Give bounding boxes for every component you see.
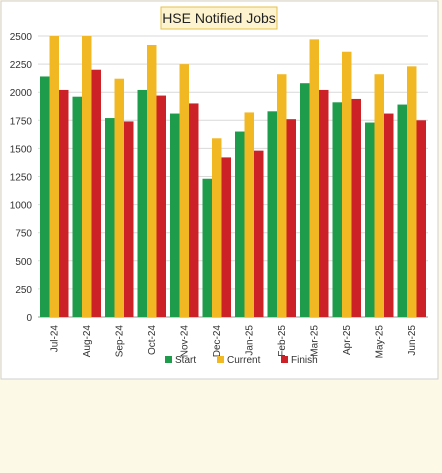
legend-label-start: Start	[175, 355, 196, 366]
legend-swatch-finish	[281, 356, 288, 363]
bar-current-dec-24	[212, 138, 222, 317]
bar-start-apr-25	[332, 102, 342, 317]
bar-current-feb-25	[277, 74, 287, 317]
bar-current-jul-24	[49, 36, 59, 317]
y-tick-label: 1750	[10, 116, 33, 127]
y-tick-label: 500	[15, 257, 32, 268]
y-axis-ticks: 0 250 500 750 1000 1250 1500 1750 2000 2250 2500	[10, 32, 33, 324]
y-tick-label: 250	[15, 285, 32, 296]
bar-finish-jul-24	[59, 89, 69, 318]
bar-finish-feb-25	[286, 119, 296, 318]
bar-current-oct-24	[147, 44, 157, 317]
y-tick-label: 750	[15, 229, 32, 240]
bar-start-sep-24	[105, 118, 115, 317]
x-tick-label: Mar-25	[309, 325, 320, 357]
legend-swatch-start	[165, 356, 172, 363]
bar-finish-jan-25	[254, 150, 264, 317]
bar-start-oct-24	[137, 89, 147, 318]
bar-current-sep-24	[114, 78, 124, 317]
bar-start-jan-25	[235, 131, 245, 317]
x-tick-label: Aug-24	[82, 325, 93, 358]
bar-finish-may-25	[384, 113, 394, 317]
bar-current-aug-24	[82, 36, 92, 317]
bar-start-jul-24	[40, 76, 50, 318]
y-tick-label: 2000	[10, 88, 33, 99]
y-tick-label: 1000	[10, 201, 33, 212]
legend-label-finish: Finish	[291, 355, 318, 366]
x-tick-label: Dec-24	[212, 325, 223, 358]
legend-swatch-current	[217, 356, 224, 363]
y-tick-label: 2500	[10, 32, 33, 43]
bar-finish-dec-24	[221, 157, 231, 317]
bar-current-apr-25	[342, 51, 352, 318]
bar-current-may-25	[374, 74, 384, 317]
bar-current-jun-25	[407, 66, 417, 318]
bar-finish-sep-24	[124, 121, 134, 317]
bar-finish-nov-24	[189, 103, 199, 317]
chart-title: HSE Notified Jobs	[162, 10, 276, 26]
bar-start-dec-24	[202, 178, 212, 317]
x-tick-label: Feb-25	[277, 325, 288, 357]
x-tick-label: Nov-24	[179, 325, 190, 358]
bar-start-mar-25	[300, 83, 310, 317]
bar-start-feb-25	[267, 111, 277, 317]
bar-finish-jun-25	[416, 120, 426, 317]
y-tick-label: 2250	[10, 60, 33, 71]
bar-current-jan-25	[244, 112, 254, 317]
bars	[40, 36, 426, 318]
bar-finish-aug-24	[91, 69, 101, 317]
x-axis-ticks: Jul-24 Aug-24 Sep-24 Oct-24 Nov-24 Dec-24 Jan-…	[49, 325, 418, 359]
x-tick-label: Jun-25	[407, 325, 418, 356]
x-tick-label: Jul-24	[49, 325, 60, 353]
bar-finish-apr-25	[351, 98, 361, 317]
y-tick-label: 0	[26, 313, 32, 324]
gridlines	[38, 35, 428, 318]
bar-finish-mar-25	[319, 89, 329, 318]
bar-current-nov-24	[179, 64, 189, 317]
x-tick-label: May-25	[374, 325, 385, 359]
bar-finish-oct-24	[156, 95, 166, 318]
x-tick-label: Apr-25	[342, 325, 353, 355]
bar-start-jun-25	[397, 104, 407, 318]
title-box	[160, 6, 278, 30]
bar-start-nov-24	[170, 113, 180, 317]
legend: Start Current Finish	[165, 355, 318, 366]
bar-current-mar-25	[309, 39, 319, 317]
y-tick-label: 1500	[10, 144, 33, 155]
x-tick-label: Oct-24	[147, 325, 158, 355]
x-tick-label: Sep-24	[114, 325, 125, 358]
x-tick-label: Jan-25	[244, 325, 255, 356]
legend-label-current: Current	[227, 355, 261, 366]
bar-start-may-25	[365, 122, 375, 317]
y-tick-label: 1250	[10, 173, 33, 184]
bar-start-aug-24	[72, 96, 82, 317]
